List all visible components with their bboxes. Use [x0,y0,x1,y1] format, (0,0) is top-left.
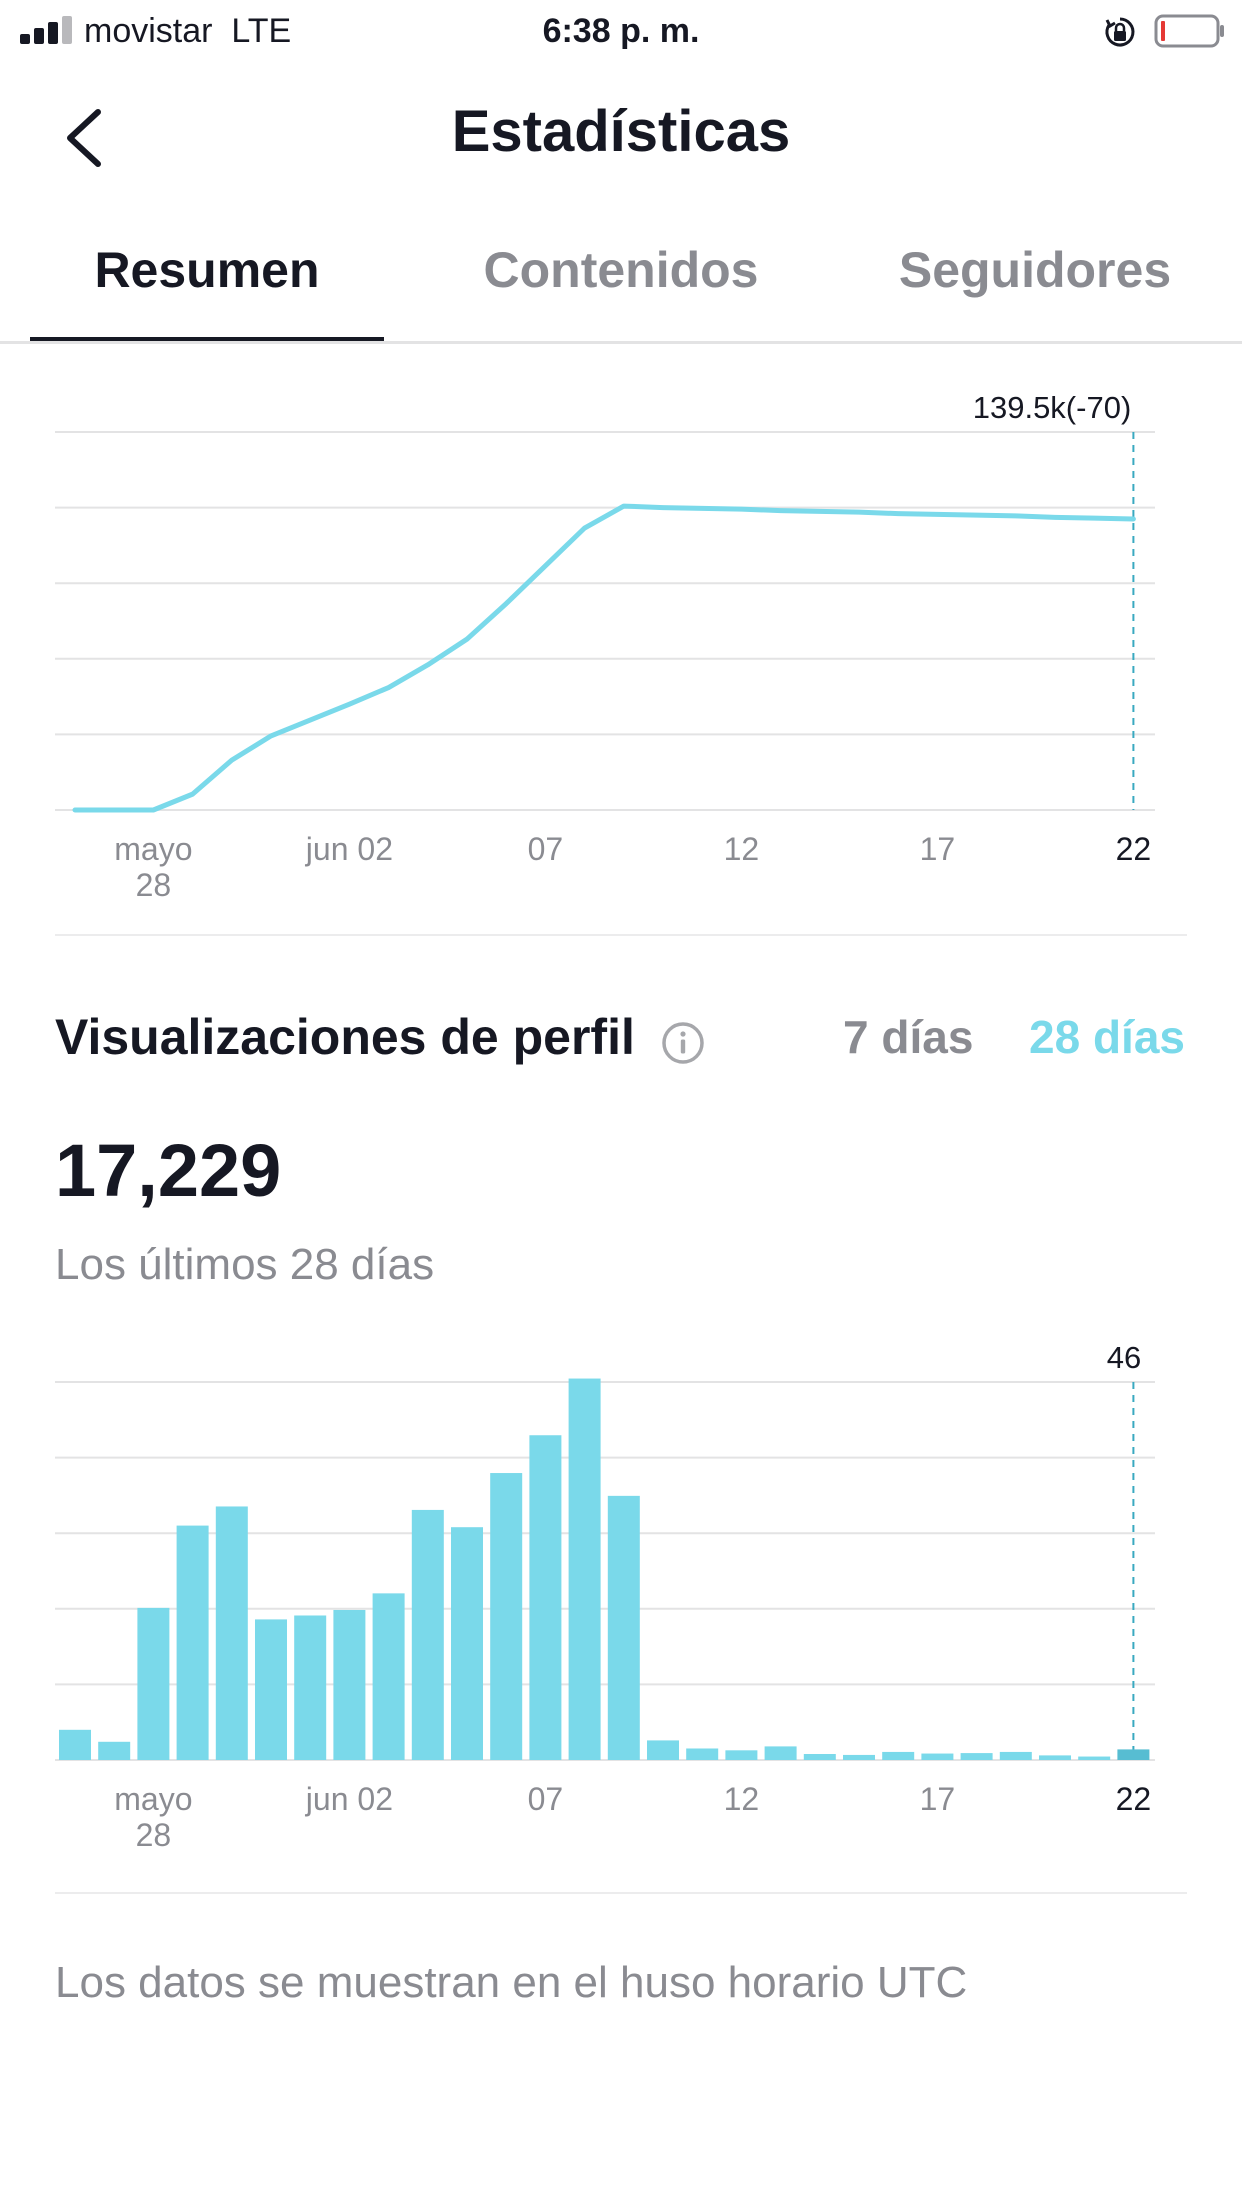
bar [843,1754,875,1760]
bar [215,1506,248,1760]
battery-icon [1154,14,1224,48]
bar [176,1525,209,1760]
section-divider [55,1892,1187,1894]
status-time: 6:38 p. m. [542,12,700,50]
bar [1039,1755,1071,1760]
bar [98,1741,131,1760]
highlight-value-label: 139.5k(-70) [973,390,1132,425]
bar [725,1750,758,1760]
x-tick-label: 17 [920,831,956,867]
timezone-note: Los datos se muestran en el huso horario… [55,1958,968,2007]
bar [490,1473,523,1760]
range-28-days-button[interactable]: 28 días [1029,1011,1185,1063]
tab-bar: Resumen Contenidos Seguidores [0,230,1242,345]
chevron-left-icon[interactable] [58,106,108,170]
bar [333,1609,366,1760]
bar [921,1753,954,1760]
page-title: Estadísticas [451,99,791,164]
status-bar: movistar LTE 6:38 p. m. [0,0,1242,62]
x-tick-label: mayo 28 [114,1781,192,1853]
x-tick-label: 07 [528,1781,564,1817]
x-tick-label: 12 [724,831,760,867]
profile-views-bar-chart: mayo 28 jun 02 07 12 17 22 46 [55,1340,1155,1853]
section-divider [55,934,1187,936]
period-label: Los últimos 28 días [55,1240,435,1289]
profile-views-total: 17,229 [55,1129,282,1212]
x-tick-label: mayo 28 [114,831,192,903]
tab-resumen[interactable]: Resumen [94,242,320,298]
x-tick-label: 22 [1116,1781,1152,1817]
x-tick-label: 12 [724,1781,760,1817]
carrier-label: movistar LTE [84,12,292,50]
bar [529,1435,562,1760]
bar [960,1753,993,1760]
x-tick-label: 07 [528,831,564,867]
bar [451,1527,483,1760]
nav-bar: Estadísticas [0,76,1242,186]
range-7-days-button[interactable]: 7 días [843,1011,974,1063]
bar [803,1754,836,1760]
bar [255,1619,287,1760]
info-icon[interactable] [660,1020,706,1066]
bar [1117,1749,1150,1760]
bar [607,1495,640,1760]
bar [294,1615,327,1760]
bar [137,1607,170,1760]
bar [568,1378,601,1760]
bar [59,1729,91,1760]
bar [882,1751,915,1760]
rotation-lock-icon [1105,17,1135,47]
tabs-divider [0,341,1242,344]
bar [411,1509,444,1760]
bar [647,1740,679,1760]
followers-line-chart: mayo 28 jun 02 07 12 17 22 139.5k(-70) [55,390,1155,903]
active-tab-indicator [30,337,384,343]
bar [764,1746,797,1760]
tab-contenidos[interactable]: Contenidos [483,242,759,298]
x-tick-label: 17 [920,1781,956,1817]
series-line [72,503,1136,813]
bar [999,1751,1032,1760]
x-tick-label: jun 02 [305,831,393,867]
bar [686,1748,719,1760]
x-tick-label: jun 02 [305,1781,393,1817]
signal-icon [20,16,74,44]
profile-views-title: Visualizaciones de perfil [55,1009,635,1065]
bar [1078,1756,1111,1760]
x-tick-label: 22 [1116,831,1152,867]
bar [372,1593,405,1760]
highlight-value-label: 46 [1107,1340,1141,1375]
tab-seguidores[interactable]: Seguidores [898,242,1172,298]
